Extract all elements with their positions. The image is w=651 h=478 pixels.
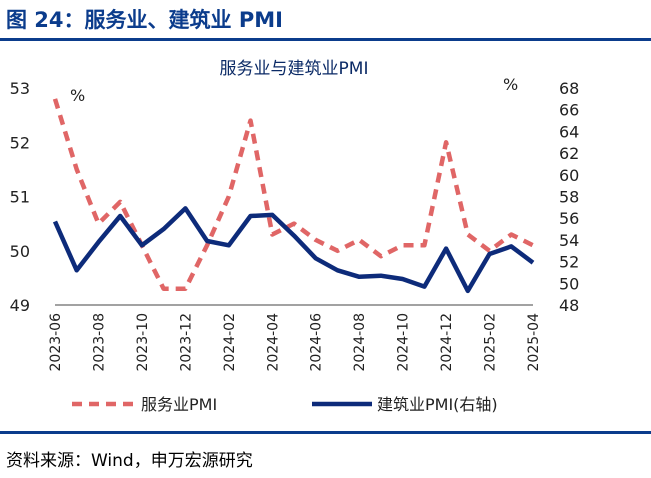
right-tick-label: 64 <box>559 122 579 141</box>
source-divider <box>0 431 651 434</box>
x-tick-label: 2024-06 <box>309 313 325 372</box>
left-tick-label: 53 <box>10 79 30 98</box>
series-line-construction <box>52 206 535 294</box>
chart-title: 服务业与建筑业PMI <box>220 59 369 79</box>
right-tick-label: 50 <box>559 274 579 293</box>
x-tick-label: 2025-02 <box>483 313 499 372</box>
right-tick-label: 58 <box>559 188 579 207</box>
series-line-services <box>52 98 535 291</box>
left-tick-label: 52 <box>10 133 30 152</box>
right-tick-label: 52 <box>559 253 579 272</box>
right-tick-label: 62 <box>559 144 579 163</box>
x-tick-label: 2023-12 <box>178 313 194 372</box>
x-tick-label: 2024-08 <box>352 313 368 372</box>
left-axis-unit: % <box>70 86 85 105</box>
x-tick-label: 2025-04 <box>526 313 542 372</box>
x-tick-label: 2023-08 <box>91 313 107 372</box>
right-tick-label: 48 <box>559 296 579 315</box>
legend-label-construction: 建筑业PMI(右轴) <box>377 395 498 414</box>
right-tick-label: 66 <box>559 101 579 120</box>
x-tick-label: 2024-10 <box>396 313 412 372</box>
right-tick-label: 54 <box>559 231 579 250</box>
x-tick-label: 2023-10 <box>135 313 151 372</box>
x-tick-label: 2024-02 <box>222 313 238 372</box>
right-axis-unit: % <box>503 75 518 94</box>
left-tick-label: 49 <box>10 296 30 315</box>
legend-label-services: 服务业PMI <box>141 395 217 414</box>
right-tick-label: 60 <box>559 166 579 185</box>
source-note: 资料来源：Wind，申万宏源研究 <box>6 451 253 471</box>
left-tick-label: 51 <box>10 188 30 207</box>
x-tick-label: 2024-12 <box>439 313 455 372</box>
left-tick-label: 50 <box>10 242 30 261</box>
x-tick-label: 2024-04 <box>265 313 281 372</box>
figure-title: 图 24：服务业、建筑业 PMI <box>6 8 283 32</box>
title-divider <box>0 38 651 41</box>
right-tick-label: 68 <box>559 79 579 98</box>
line-chart: 服务业与建筑业PMI 49 50 51 52 53 48 50 52 54 56 58 60 62 64 66… <box>10 59 580 414</box>
x-tick-label: 2023-06 <box>48 313 64 372</box>
right-tick-label: 56 <box>559 209 579 228</box>
